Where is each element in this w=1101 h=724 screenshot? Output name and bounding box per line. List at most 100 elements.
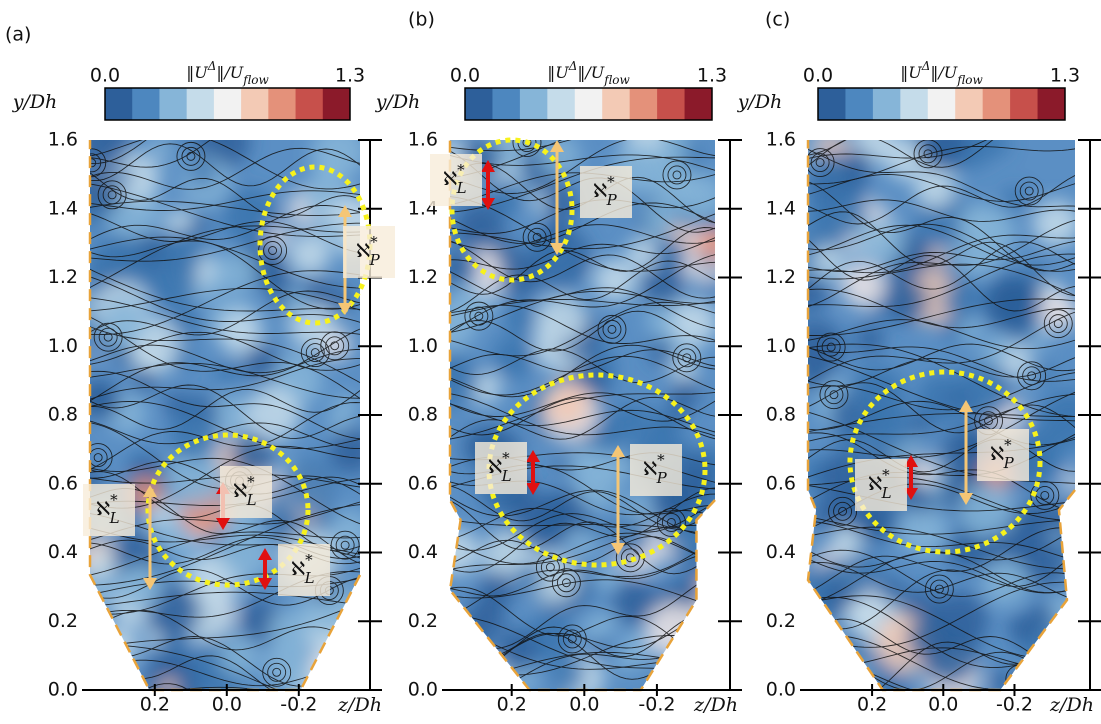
texture-blob (695, 227, 715, 264)
texture-blob (831, 527, 862, 558)
streamline (808, 263, 1075, 299)
vortex (918, 144, 938, 164)
vortex (662, 160, 692, 190)
vortex (656, 507, 686, 537)
colorbar-swatch (955, 88, 984, 120)
y-tick-label: 1.6 (408, 129, 438, 151)
streamline (450, 532, 715, 565)
vortex (924, 574, 954, 604)
streamline (90, 384, 360, 430)
texture-blob (670, 377, 700, 407)
vortex (557, 624, 587, 654)
vortex (93, 322, 123, 352)
colorbar-label-part: Δ (568, 59, 578, 73)
vortex (567, 634, 577, 644)
streamline (808, 224, 1075, 266)
annotation-box (278, 544, 330, 596)
texture-blob (159, 678, 178, 690)
vortex (90, 148, 107, 178)
annotation-symbol: ℵ (990, 443, 1004, 465)
vortex (535, 552, 565, 582)
texture-blob (702, 279, 715, 298)
streamline (90, 362, 360, 399)
texture-blob (1061, 536, 1075, 559)
flow-field (808, 140, 1075, 690)
y-tick-label: 1.0 (48, 335, 78, 357)
streamline (90, 402, 360, 474)
streamline (808, 483, 1075, 533)
y-tick-label: 1.2 (766, 266, 796, 288)
texture-blob (589, 416, 626, 453)
annotation: ℵ* P (643, 451, 668, 487)
y-tick-label: 1.4 (766, 197, 796, 219)
y-axis-label: y/Dh (737, 91, 783, 113)
texture-blob (836, 659, 870, 690)
streamline (90, 181, 360, 237)
streamline (808, 310, 1075, 388)
annotation: ℵ* P (356, 233, 381, 269)
texture-blob (698, 573, 715, 598)
y-tick-label: 1.2 (408, 266, 438, 288)
streamline (450, 499, 715, 551)
arrow-head (904, 488, 918, 500)
texture-blob (1051, 664, 1069, 682)
vortex (1019, 181, 1039, 201)
vortex (810, 153, 830, 172)
streamline (450, 396, 715, 436)
texture-blob (536, 295, 587, 346)
colorbar-frame (104, 87, 351, 121)
x-axis-label: z/Dh (1049, 694, 1094, 716)
annotation-box (220, 466, 272, 518)
vortex (923, 149, 933, 159)
vortex (176, 141, 206, 171)
annotation-symbol: ℵ (868, 473, 882, 495)
arrow-head (258, 548, 272, 560)
vortex (464, 301, 494, 331)
texture-blob (694, 613, 713, 632)
vortex (1048, 314, 1068, 334)
y-tick-label: 1.0 (766, 335, 796, 357)
texture-blob (853, 215, 906, 268)
annotation-sup: * (607, 173, 615, 191)
streamline (808, 140, 1075, 162)
texture-blob (982, 558, 1030, 606)
texture-blob (1007, 613, 1037, 643)
streamline (90, 140, 360, 168)
vortex (512, 140, 542, 158)
texture-blob (90, 140, 131, 168)
colorbar-swatch (1010, 88, 1039, 120)
streamline (808, 437, 1075, 481)
texture-blob (668, 403, 688, 422)
colorbar-swatch (132, 88, 160, 120)
streamline (450, 535, 715, 624)
annotation-box (630, 444, 682, 496)
texture-blob (815, 149, 847, 181)
colorbar-tick-label: 0.0 (803, 65, 833, 87)
vortex (107, 190, 117, 200)
texture-blob (696, 596, 715, 622)
vortex (934, 584, 944, 594)
streamline (808, 234, 1075, 274)
vortex (90, 443, 113, 473)
vortex (1015, 674, 1025, 684)
colorbar-swatch (519, 88, 548, 120)
vortex (186, 151, 196, 161)
colorbar-swatch (684, 88, 713, 120)
streamline (808, 146, 1075, 185)
annotation-symbol: ℵ (593, 180, 607, 202)
texture-blob (282, 458, 336, 512)
texture-blob (632, 405, 651, 424)
colorbar-label-part: Δ (921, 59, 931, 73)
flow-field (90, 140, 360, 690)
annotation: ℵ* P (990, 436, 1015, 472)
colorbar-label-part: ‖U (547, 63, 569, 82)
texture-blob (132, 368, 158, 393)
colorbar-swatch (322, 88, 351, 120)
texture-blob (512, 667, 538, 690)
colorbar-tick-label: 1.3 (697, 65, 727, 87)
streamline (90, 270, 360, 336)
annotation-sub: L (246, 491, 257, 509)
texture-blob (450, 302, 475, 352)
y-tick-label: 0.2 (48, 610, 78, 632)
streamline (90, 296, 360, 336)
